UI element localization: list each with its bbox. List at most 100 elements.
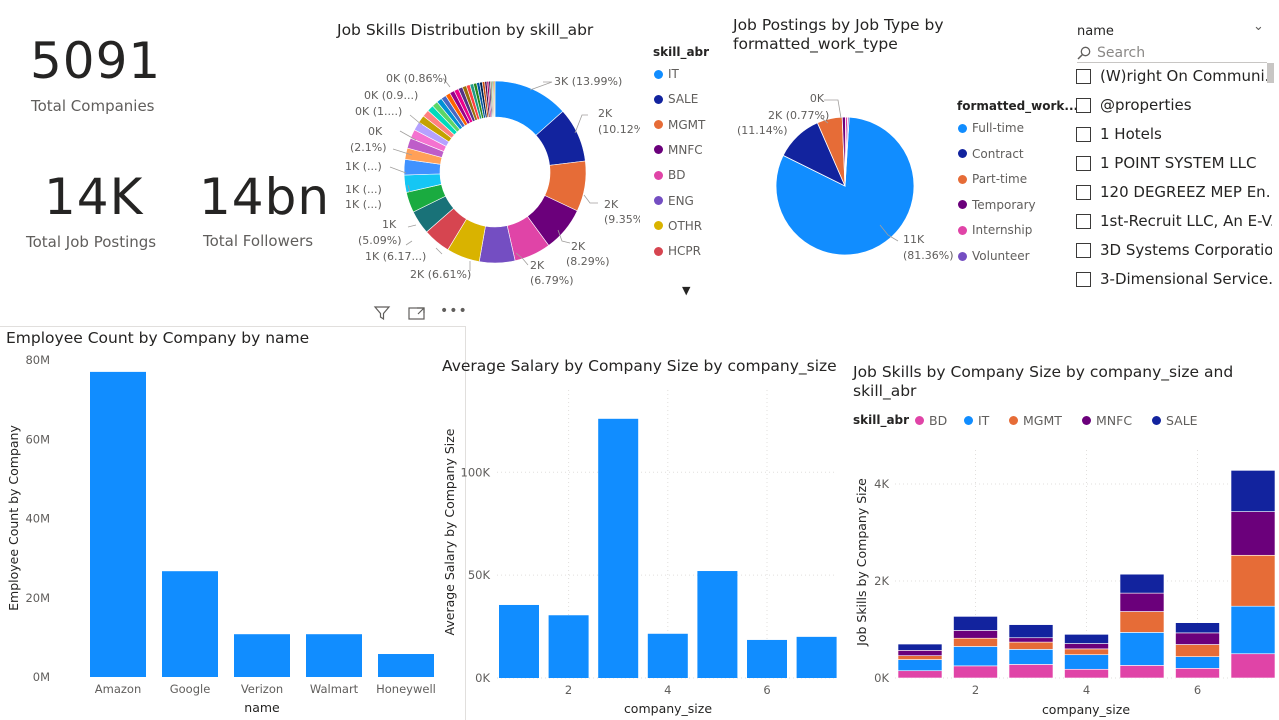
donut-legend-item-bd[interactable]: BD	[654, 168, 685, 182]
slicer-item[interactable]: 1st-Recruit LLC, An E-V...	[1076, 212, 1272, 230]
focus-mode-icon[interactable]	[407, 304, 427, 322]
stacked-legend-item-mgmt[interactable]: MGMT	[1009, 413, 1062, 428]
stack-segment-mgmt[interactable]	[1119, 611, 1165, 633]
stack-segment-mgmt[interactable]	[1175, 644, 1220, 657]
stack-segment-bd[interactable]	[953, 665, 998, 679]
stack-segment-it[interactable]	[1119, 632, 1165, 666]
checkbox[interactable]	[1076, 213, 1091, 229]
pie-legend-item-temporary[interactable]: Temporary	[958, 198, 1036, 212]
stack-segment-bd[interactable]	[1230, 653, 1276, 679]
slicer-item[interactable]: (W)right On Communi...	[1076, 67, 1272, 85]
pie-legend-item-internship[interactable]: Internship	[958, 223, 1032, 237]
slicer-chevron-down-icon[interactable]: ⌄	[1253, 19, 1264, 34]
donut-legend-item-othr[interactable]: OTHR	[654, 219, 702, 233]
pie-legend-item-full-time[interactable]: Full-time	[958, 121, 1024, 135]
pie-legend-item-volunteer[interactable]: Volunteer	[958, 249, 1030, 263]
slicer-item[interactable]: 120 DEGREEZ MEP En...	[1076, 183, 1272, 201]
stack-segment-sale[interactable]	[1175, 622, 1220, 634]
stack-segment-sale[interactable]	[1064, 634, 1109, 644]
pie-labels: 0K 2K (0.77%) (11.14%) 11K (81.36%)	[737, 92, 954, 262]
donut-legend-item-eng[interactable]: ENG	[654, 194, 694, 208]
stack-segment-mgmt[interactable]	[1008, 641, 1054, 650]
donut-legend-item-sale[interactable]: SALE	[654, 92, 698, 106]
stack-segment-bd[interactable]	[1064, 668, 1109, 679]
donut-legend-item-hcpr[interactable]: HCPR	[654, 244, 701, 258]
checkbox[interactable]	[1076, 184, 1091, 200]
checkbox[interactable]	[1076, 155, 1091, 171]
checkbox[interactable]	[1076, 126, 1091, 142]
donut-chart[interactable]: 3K (13.99%) 2K (10.12%) 2K (9.35%) 2K (8.29%) 2…	[330, 45, 640, 295]
total-companies-label: Total Companies	[31, 97, 155, 115]
stack-segment-it[interactable]	[1064, 654, 1109, 670]
checkbox[interactable]	[1076, 68, 1091, 84]
stack-segment-bd[interactable]	[1175, 667, 1220, 679]
pie-legend-item-contract[interactable]: Contract	[958, 147, 1024, 161]
stack-segment-sale[interactable]	[897, 643, 943, 651]
stack-segment-bd[interactable]	[1008, 664, 1054, 679]
bar-amazon[interactable]	[90, 371, 146, 677]
slicer-item[interactable]: 3D Systems Corporation	[1076, 241, 1272, 259]
more-options-icon[interactable]: •••	[440, 303, 468, 319]
stack-segment-bd[interactable]	[1119, 665, 1165, 679]
stack-segment-sale[interactable]	[1008, 624, 1054, 639]
stack-segment-mgmt[interactable]	[1230, 554, 1276, 607]
avg-salary-chart[interactable]: 0K 50K 100K 2 4 6 company_size Average Salary b…	[437, 380, 842, 720]
stack-segment-mnfc[interactable]	[953, 630, 998, 639]
bar-google[interactable]	[162, 571, 218, 677]
slicer-item[interactable]: 1 POINT SYSTEM LLC	[1076, 154, 1272, 172]
slicer-scrollbar[interactable]	[1267, 63, 1274, 83]
stack-segment-sale[interactable]	[1119, 573, 1165, 594]
slicer-item-label: 1st-Recruit LLC, An E-V...	[1100, 212, 1272, 230]
donut-legend-item-it[interactable]: IT	[654, 67, 679, 81]
slicer-item[interactable]: 3-Dimensional Service...	[1076, 270, 1272, 288]
bar-size-2[interactable]	[548, 615, 589, 678]
stacked-legend-item-it[interactable]: IT	[964, 413, 989, 428]
checkbox[interactable]	[1076, 97, 1091, 113]
legend-label: BD	[668, 168, 686, 183]
stack-segment-mgmt[interactable]	[897, 655, 943, 660]
stack-segment-mnfc[interactable]	[1008, 637, 1054, 643]
bar-size-3[interactable]	[598, 418, 639, 678]
donut-slice-39[interactable]	[493, 80, 496, 118]
legend-scroll-caret-down-icon[interactable]: ▼	[682, 284, 691, 297]
stack-segment-mnfc[interactable]	[897, 650, 943, 656]
pie-chart[interactable]: 0K 2K (0.77%) (11.14%) 11K (81.36%)	[720, 85, 960, 275]
stack-segment-sale[interactable]	[1230, 470, 1276, 512]
stack-segment-mgmt[interactable]	[953, 637, 998, 647]
job-skills-stacked-chart[interactable]: 0K 2K 4K 2 4 6 company_size Job Skills by Compa…	[845, 440, 1279, 720]
bar-size-1[interactable]	[499, 604, 539, 678]
stack-segment-mnfc[interactable]	[1230, 511, 1276, 556]
stack-segment-bd[interactable]	[897, 670, 943, 679]
stacked-legend-item-mnfc[interactable]: MNFC	[1082, 413, 1132, 428]
filter-icon[interactable]	[372, 304, 392, 322]
bar-verizon[interactable]	[234, 634, 290, 677]
stack-segment-it[interactable]	[953, 646, 998, 667]
stack-segment-mnfc[interactable]	[1119, 592, 1165, 612]
donut-legend-item-mgmt[interactable]: MGMT	[654, 118, 705, 132]
slicer-search[interactable]: Search	[1077, 43, 1267, 63]
stack-segment-mnfc[interactable]	[1175, 632, 1220, 645]
stack-segment-sale[interactable]	[953, 616, 998, 631]
checkbox[interactable]	[1076, 271, 1091, 287]
stack-segment-it[interactable]	[1230, 605, 1276, 655]
bar-size-5[interactable]	[697, 571, 738, 678]
stack-segment-it[interactable]	[1008, 649, 1054, 665]
stack-segment-mnfc[interactable]	[1064, 643, 1109, 650]
employee-count-chart[interactable]: 0M 20M 40M 60M 80M Amazon Google Verizon Walmart…	[0, 350, 466, 720]
bar-honeywell[interactable]	[378, 654, 434, 677]
stacked-legend-item-bd[interactable]: BD	[915, 413, 947, 428]
stack-segment-it[interactable]	[1175, 656, 1220, 669]
bar-size-6[interactable]	[747, 639, 787, 678]
stack-segment-mgmt[interactable]	[1064, 648, 1109, 656]
slicer-item[interactable]: @properties	[1076, 96, 1272, 114]
donut-legend-item-mnfc[interactable]: MNFC	[654, 143, 703, 157]
pie-slice-volunteer[interactable]	[844, 116, 850, 187]
slicer-item[interactable]: 1 Hotels	[1076, 125, 1272, 143]
checkbox[interactable]	[1076, 242, 1091, 258]
bar-size-7[interactable]	[796, 636, 837, 678]
bar-walmart[interactable]	[306, 634, 362, 677]
pie-legend-item-part-time[interactable]: Part-time	[958, 172, 1027, 186]
stacked-legend-item-sale[interactable]: SALE	[1152, 413, 1198, 428]
bar-size-4[interactable]	[647, 633, 688, 678]
stack-segment-it[interactable]	[897, 659, 943, 672]
